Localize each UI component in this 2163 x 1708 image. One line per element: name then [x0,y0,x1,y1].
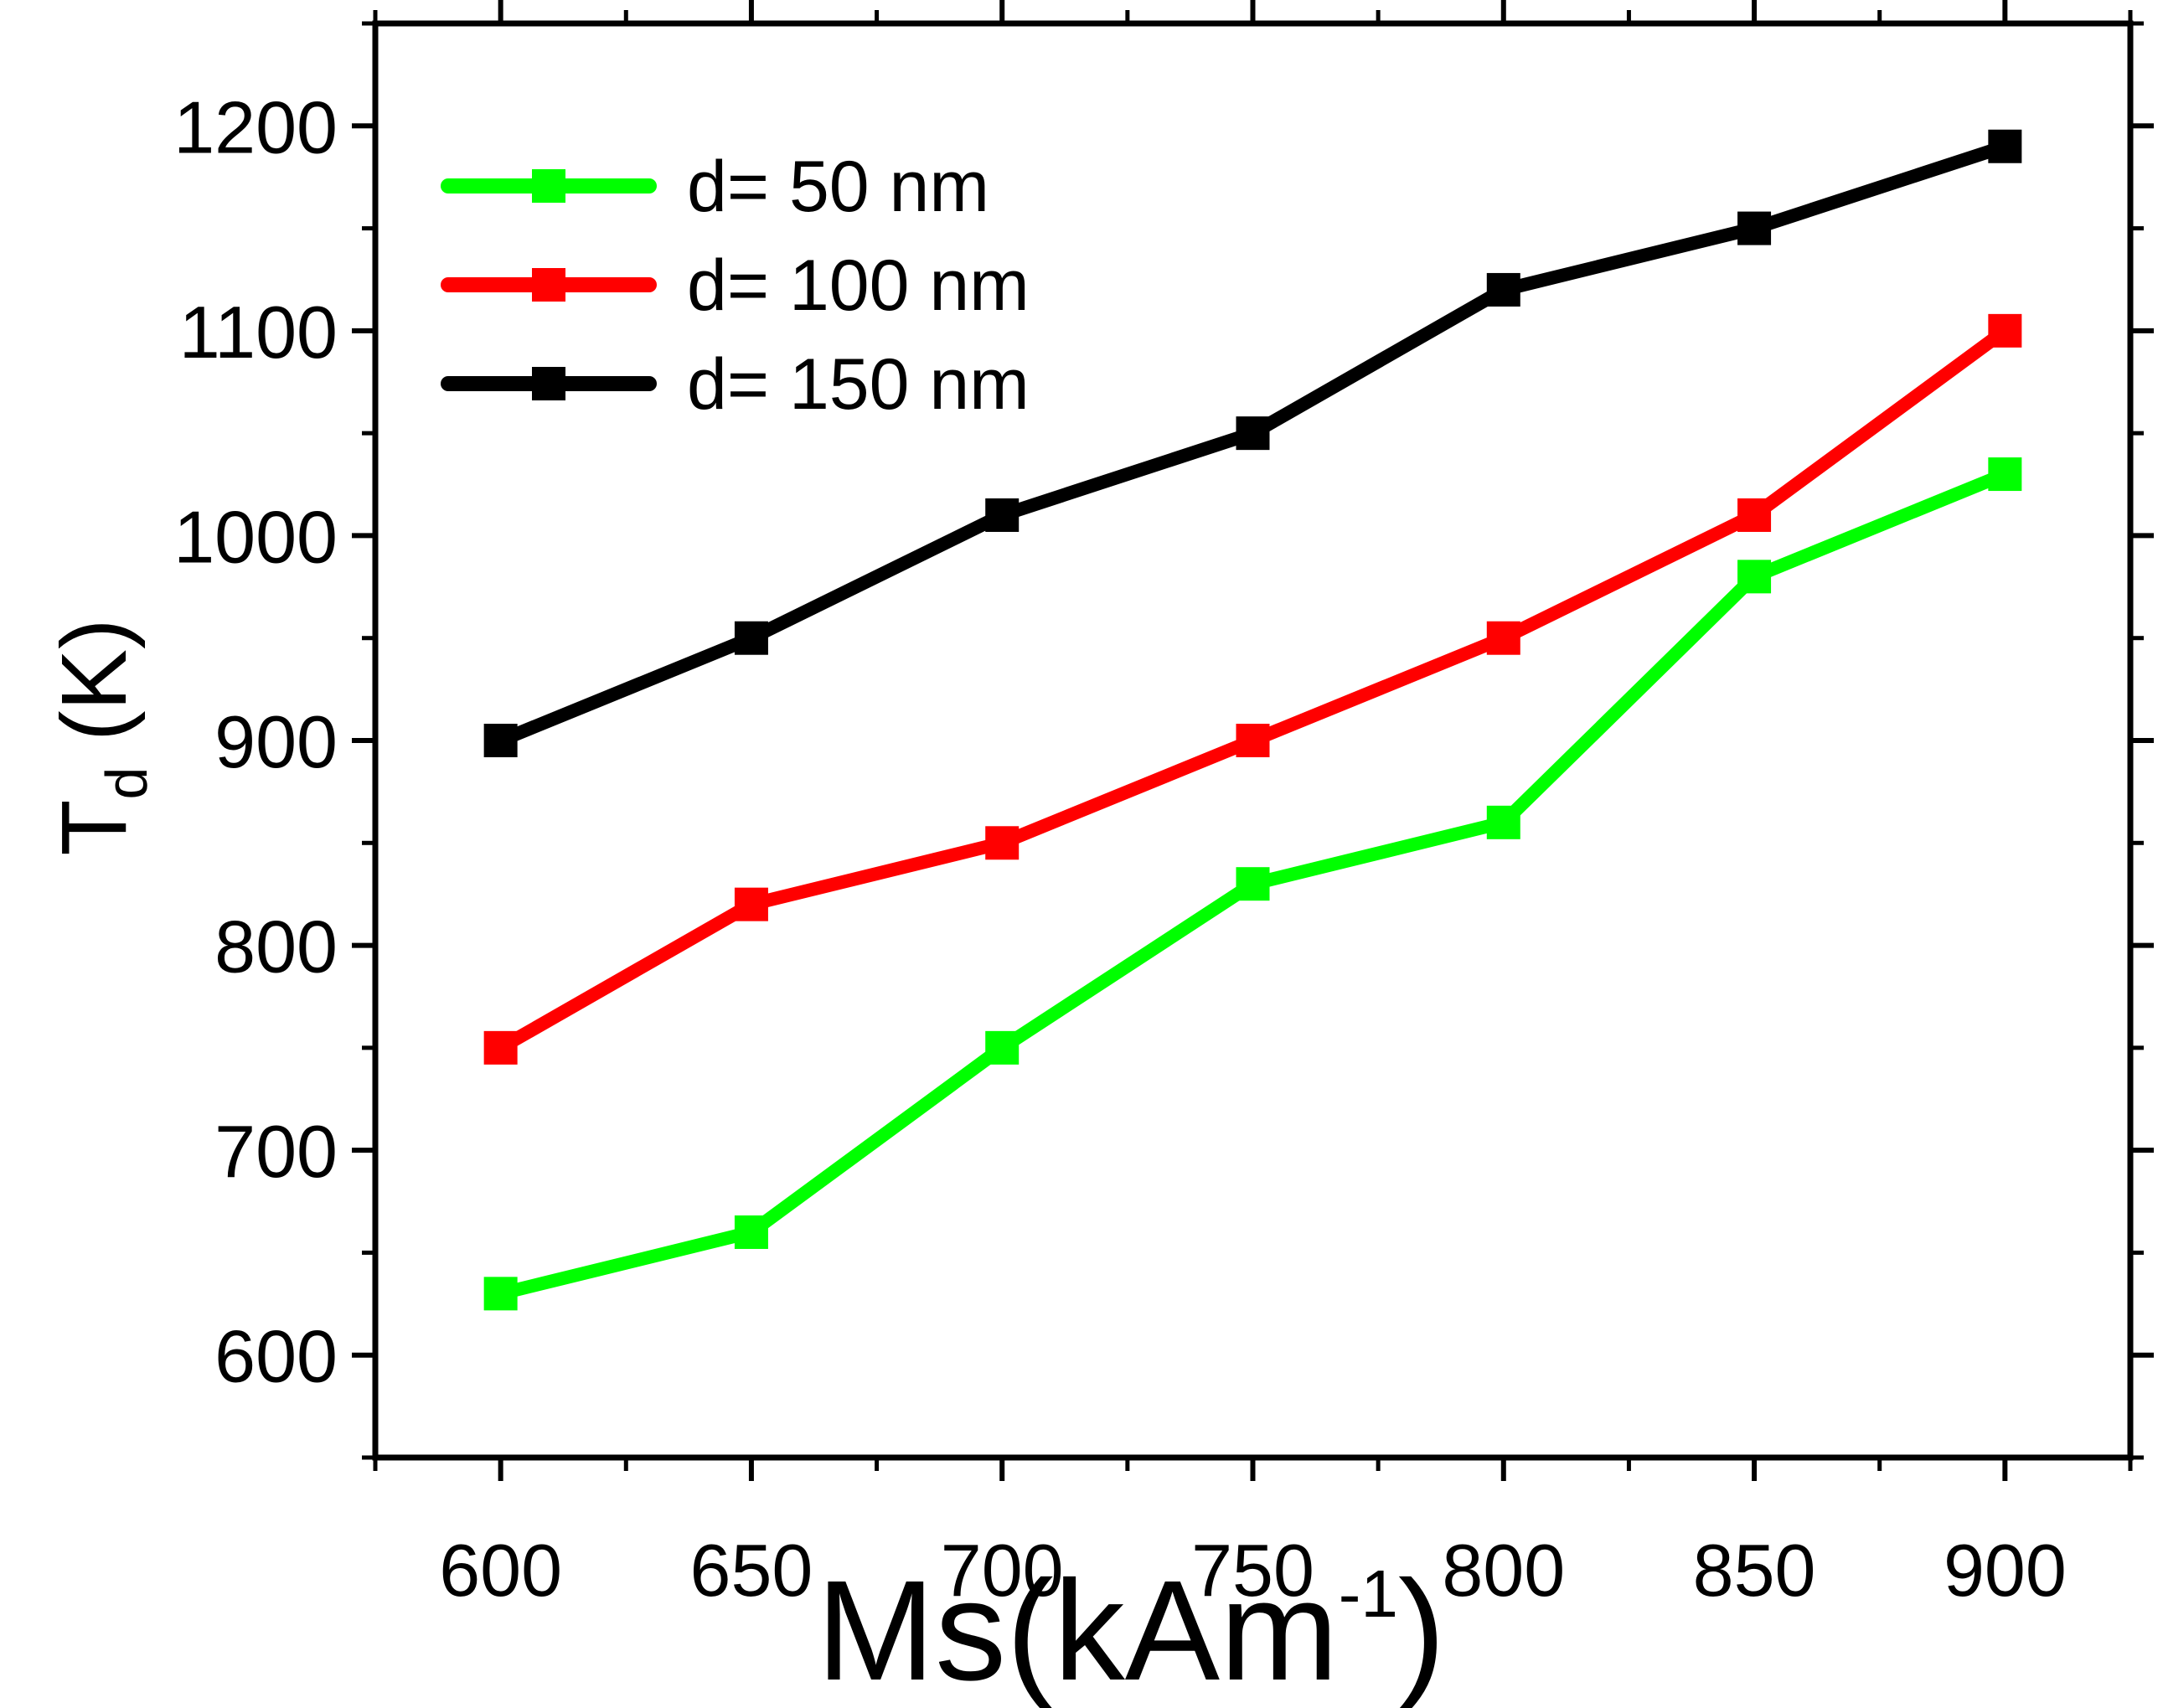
data-point [985,498,1020,532]
series-1 [483,457,2022,1311]
y-tick-label: 1100 [179,291,338,374]
data-point [734,887,768,921]
x-tick-label: 600 [439,1529,562,1612]
data-point [1737,498,1772,532]
y-tick-label: 1200 [173,85,338,168]
data-point [1486,621,1520,655]
y-tick-label: 1000 [173,495,338,578]
legend-marker [532,367,565,400]
data-point [734,1215,768,1249]
data-point [985,1030,1020,1065]
x-axis-label: Ms(kAm-1) [817,1551,1446,1708]
data-point [483,1277,518,1311]
legend-label: d= 150 nm [687,344,1030,425]
x-axis-label-superscript: -1 [1339,1556,1398,1631]
series-layer [483,129,2022,1311]
data-point [734,621,768,655]
x-tick-label: 750 [1191,1529,1314,1612]
data-point [1988,457,2022,492]
y-axis-label: Td (K) [43,618,159,855]
x-tick-label: 800 [1442,1529,1565,1612]
x-tick-label: 650 [690,1529,813,1612]
legend-item: d= 150 nm [441,344,1030,425]
data-point [1988,313,2022,348]
legend-label: d= 100 nm [687,245,1030,326]
data-point [1236,724,1270,757]
legend-marker [532,268,565,302]
legend-marker [532,169,565,203]
data-point [483,1030,518,1065]
axis-ticks: 600 650 700 750 800 850 900 600 700 800 900 1000 110… [173,0,2154,1612]
data-point [1236,416,1270,451]
data-point [1988,129,2022,163]
y-tick-label: 800 [214,906,338,988]
y-tick-label: 600 [214,1315,338,1398]
legend-label: d= 50 nm [687,147,989,227]
y-tick-label: 900 [214,700,338,783]
data-point [1737,211,1772,245]
x-tick-label: 850 [1693,1529,1816,1612]
data-point [1486,272,1520,307]
x-tick-label: 700 [941,1529,1064,1612]
y-tick-label: 700 [214,1110,338,1193]
data-point [1486,805,1520,839]
legend-item: d= 100 nm [441,245,1030,326]
legend: d= 50 nm d= 100 nm d= 150 nm [441,147,1030,425]
x-tick-label: 900 [1944,1529,2067,1612]
series-3 [483,129,2022,757]
data-point [985,826,1020,860]
y-axis-label-subscript: d [94,767,159,800]
data-point [1737,560,1772,594]
data-point [1236,867,1270,901]
series-2 [483,313,2022,1065]
data-point [483,724,518,757]
legend-item: d= 50 nm [441,147,989,227]
